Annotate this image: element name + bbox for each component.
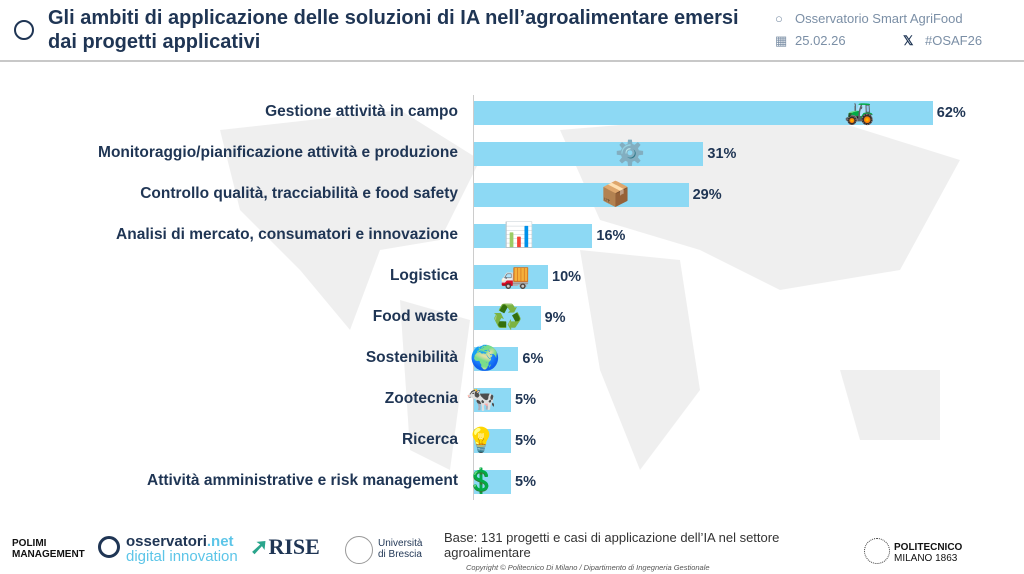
bar — [474, 224, 593, 248]
bar — [474, 265, 548, 289]
x-logo-icon: 𝕏 — [903, 33, 914, 48]
data-label: 31% — [707, 146, 737, 162]
cow-icon: 🐄 — [466, 386, 496, 413]
base-note: Base: 131 progetti e casi di applicazion… — [444, 530, 780, 560]
world-map-background — [220, 110, 960, 470]
bar — [474, 388, 511, 412]
calendar-icon: ▦ — [775, 33, 788, 48]
bar-chart-icon: 📊 — [504, 222, 535, 249]
lightbulb-gear-icon: 💡 — [466, 427, 496, 454]
bar — [474, 429, 511, 453]
finance-chart-icon: 💲 — [466, 468, 496, 495]
category-label: Attività amministrative e risk managemen… — [147, 472, 458, 489]
category-label: Ricerca — [401, 431, 458, 448]
data-label: 62% — [936, 105, 966, 121]
globe-plant-icon: 🌍 — [470, 345, 501, 372]
bar — [474, 306, 541, 330]
data-label: 5% — [515, 433, 536, 449]
category-label: Zootecnia — [384, 390, 458, 407]
page-title: Gli ambiti di applicazione delle soluzio… — [48, 7, 739, 53]
search-icon: ○ — [775, 11, 783, 26]
osservatori-logo-icon — [14, 20, 34, 40]
category-label: Sostenibilità — [365, 349, 458, 366]
category-label: Monitoraggio/pianificazione attività e p… — [98, 144, 458, 161]
header: Gli ambiti di applicazione delle soluzio… — [0, 0, 1024, 62]
data-label: 6% — [522, 351, 544, 367]
category-label: Logistica — [389, 267, 458, 284]
data-label: 10% — [552, 269, 582, 285]
bar — [474, 142, 704, 166]
data-label: 9% — [544, 310, 566, 326]
osservatori-logo: osservatori.net digital innovation — [126, 533, 238, 565]
category-label: Controllo qualità, tracciabilità e food … — [140, 185, 458, 202]
tractor-icon: 🚜 — [844, 99, 875, 126]
bar — [474, 183, 689, 207]
org-name: Osservatorio Smart AgriFood — [795, 11, 963, 26]
osservatori-logo-icon — [98, 536, 120, 558]
polimi-management-logo: POLIMI MANAGEMENT — [12, 538, 85, 560]
category-label: Analisi di mercato, consumatori e innova… — [116, 226, 458, 243]
category-label: Gestione attività in campo — [265, 103, 458, 120]
date: 25.02.26 — [795, 33, 846, 48]
recycle-icon: ♻️ — [492, 304, 523, 331]
bar — [474, 470, 511, 494]
delivery-truck-icon: 🚚 — [500, 263, 530, 290]
data-label: 29% — [692, 187, 722, 203]
unibs-seal-icon — [345, 536, 373, 564]
hashtag: #OSAF26 — [925, 33, 983, 48]
y-axis-line — [473, 95, 474, 500]
bar — [474, 347, 519, 371]
data-label: 16% — [596, 228, 626, 244]
polimi-seal-icon — [864, 538, 890, 564]
bar — [474, 101, 933, 125]
workflow-icon: ⚙️ — [615, 140, 646, 167]
data-label: 5% — [515, 474, 536, 490]
category-label: Food waste — [372, 308, 458, 325]
rise-logo: ➚RISE — [250, 534, 320, 559]
supply-chain-icon: 📦 — [600, 181, 631, 208]
politecnico-logo: POLITECNICO MILANO 1863 — [894, 542, 963, 564]
data-label: 5% — [515, 392, 536, 408]
unibs-logo: Università di Brescia — [378, 538, 423, 560]
copyright: Copyright © Politecnico Di Milano / Dipa… — [466, 563, 710, 572]
